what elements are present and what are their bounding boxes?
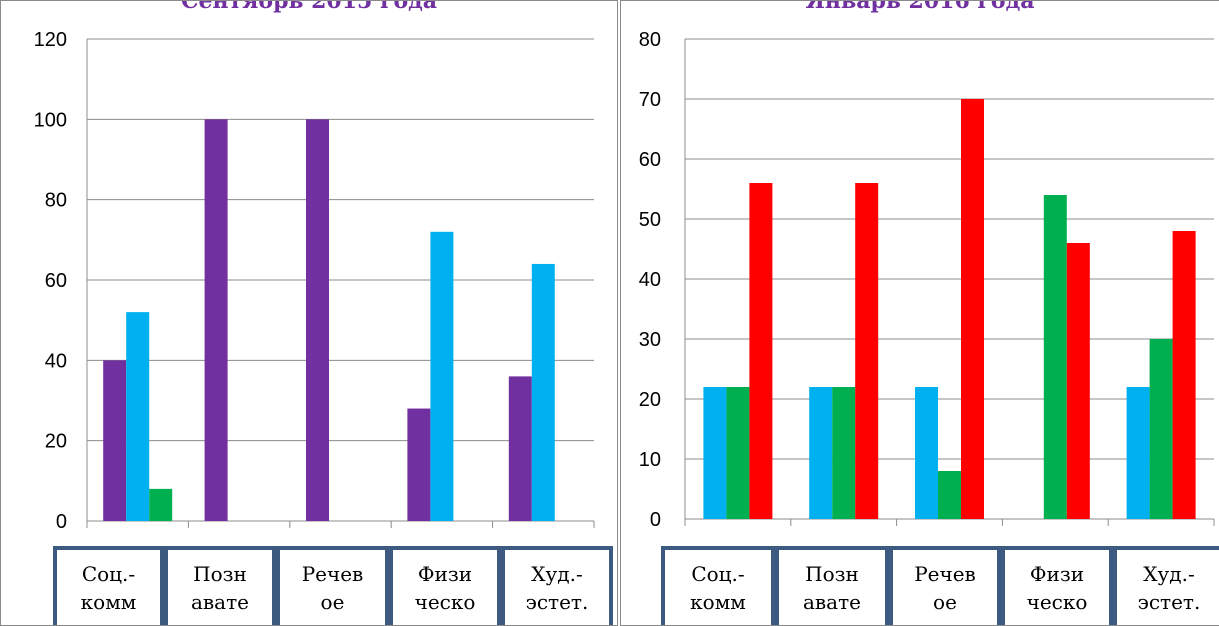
bar [703, 387, 727, 519]
category-line: комм [80, 590, 137, 614]
bar [531, 263, 555, 521]
bar [126, 312, 150, 521]
bar [1149, 339, 1173, 519]
bar [749, 183, 773, 519]
bar [961, 99, 984, 519]
bar [726, 387, 750, 519]
y-tick-label: 80 [45, 190, 67, 212]
bar [103, 360, 127, 521]
y-tick-label: 80 [639, 29, 661, 51]
bar [508, 376, 532, 521]
category-box-hud: Худ.- эстет. [501, 546, 613, 625]
bar [149, 488, 173, 521]
category-line: комм [690, 590, 746, 614]
category-line: ое [933, 590, 957, 614]
y-tick-label: 40 [639, 269, 661, 291]
category-line: эстет. [1137, 590, 1201, 614]
bar-chart-september: 0 20 40 60 80 100 120 [34, 29, 595, 533]
category-box-hud: Худ.- эстет. [1113, 546, 1219, 625]
category-line: Физи [1029, 562, 1085, 586]
category-box-pozn: Позн авате [164, 546, 276, 625]
category-box-fiz: Физи ческо [1001, 546, 1113, 625]
bar [204, 119, 228, 521]
chart-panel-september: Сентябрь 2015 года 0 20 40 60 80 100 120 Соц.-… [0, 0, 618, 626]
y-tick-label: 120 [34, 29, 67, 51]
category-line: ческо [1026, 590, 1088, 614]
category-line: Соц.- [691, 562, 745, 586]
category-box-soc: Соц.- комм [661, 546, 775, 625]
category-line: Речев [914, 562, 976, 586]
category-box-pozn: Позн авате [775, 546, 889, 625]
bar [938, 471, 961, 519]
category-line: Физи [417, 562, 473, 586]
category-line: Худ.- [531, 562, 583, 586]
category-line: Позн [805, 562, 859, 586]
bar [306, 119, 329, 521]
bar [1066, 243, 1090, 519]
bar [915, 387, 938, 519]
category-boxes: Соц.- комм Позн авате Речев ое Физи ческо Ху… [621, 546, 1219, 625]
chart-title: Сентябрь 2015 года [180, 0, 438, 14]
y-tick-label: 60 [45, 270, 67, 292]
category-line: Худ.- [1143, 562, 1195, 586]
category-line: авате [802, 590, 861, 614]
y-tick-label: 30 [639, 329, 661, 351]
y-tick-label: 0 [650, 509, 661, 531]
bar [855, 183, 879, 519]
y-tick-label: 100 [34, 109, 67, 131]
chart-title: Январь 2016 года [805, 0, 1035, 14]
category-box-rech: Речев ое [889, 546, 1001, 625]
category-line: Позн [193, 562, 247, 586]
category-line: авате [190, 590, 249, 614]
bar [832, 387, 856, 519]
category-boxes: Соц.- комм Позн авате Речев ое Физи ческо Ху… [1, 546, 617, 625]
bar [809, 387, 833, 519]
category-box-rech: Речев ое [276, 546, 389, 625]
category-box-soc: Соц.- комм [53, 546, 164, 625]
category-line: Речев [301, 562, 364, 586]
y-tick-label: 20 [45, 431, 67, 453]
y-tick-label: 20 [639, 389, 661, 411]
category-line: ческо [414, 590, 476, 614]
bar [1043, 195, 1067, 519]
y-tick-label: 60 [639, 149, 661, 171]
y-tick-label: 0 [56, 511, 67, 533]
category-line: ое [320, 590, 345, 614]
y-tick-label: 40 [45, 350, 67, 372]
bar [430, 231, 454, 522]
category-line: Соц.- [81, 562, 136, 586]
category-line: эстет. [525, 590, 589, 614]
chart-panel-january: Январь 2016 года 0 10 20 30 40 50 60 70 80 Соц.-… [620, 0, 1219, 626]
y-tick-label: 70 [639, 89, 661, 111]
y-tick-label: 10 [639, 449, 661, 471]
bar [407, 408, 431, 521]
bar-chart-january: 0 10 20 30 40 50 60 70 80 [639, 29, 1215, 531]
bar [1126, 387, 1150, 519]
category-box-fiz: Физи ческо [389, 546, 501, 625]
bar [1172, 231, 1196, 519]
y-tick-label: 50 [639, 209, 661, 231]
